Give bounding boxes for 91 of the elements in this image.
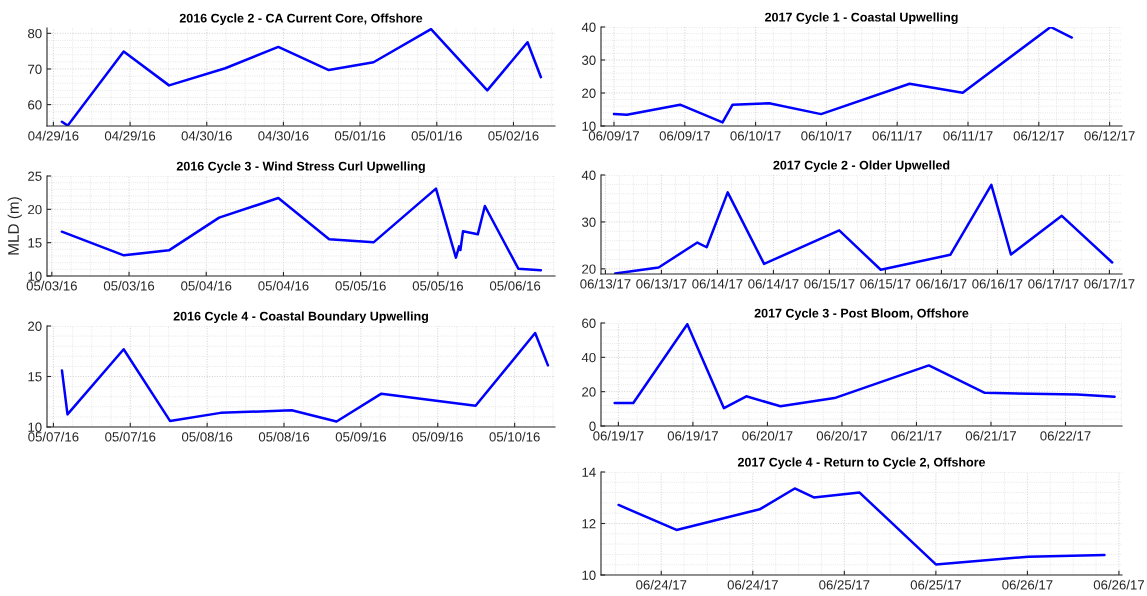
x-tick-label: 06/21/17: [965, 430, 1016, 441]
x-tick-label: 05/05/16: [412, 280, 463, 291]
y-tick-label: 70: [28, 64, 42, 74]
x-tick-label: 06/10/17: [730, 130, 781, 141]
x-tick-label: 06/14/17: [692, 278, 743, 289]
x-tick-label: 06/19/17: [667, 430, 718, 441]
x-tick-label: 06/20/17: [816, 430, 867, 441]
line-series: [613, 323, 1116, 410]
x-tick-label: 06/20/17: [742, 430, 793, 441]
y-axis-title: MLD (m): [7, 197, 22, 255]
x-tick-label: 05/08/16: [181, 431, 233, 442]
y-tick-label: 40: [581, 352, 596, 363]
x-tick-label: 05/07/16: [28, 431, 79, 442]
y-tick-label: 20: [582, 88, 596, 98]
x-tick-label: 06/15/17: [804, 278, 855, 289]
x-tick-label: 06/15/17: [860, 278, 911, 289]
chart-title: 2017 Cycle 3 - Post Bloom, Offshore: [754, 308, 969, 321]
x-tick-label: 06/22/17: [1040, 430, 1091, 441]
x-tick-label: 05/04/16: [258, 280, 309, 291]
y-tick-label: 80: [28, 28, 42, 39]
chart-title: 2016 Cycle 3 - Wind Stress Curl Upwelling: [176, 161, 425, 174]
x-tick-label: 04/29/16: [104, 130, 156, 141]
x-tick-label: 06/25/17: [910, 579, 961, 590]
x-tick-label: 06/19/17: [593, 430, 644, 441]
x-tick-label: 06/17/17: [1084, 278, 1135, 289]
y-tick-label: 60: [28, 100, 42, 110]
x-tick-label: 06/09/17: [588, 130, 639, 141]
line-series: [60, 187, 543, 272]
x-tick-label: 06/26/17: [1093, 579, 1144, 590]
y-tick-label: 10: [28, 422, 42, 432]
x-tick-label: 05/05/16: [335, 280, 386, 291]
x-tick-label: 06/10/17: [801, 130, 852, 141]
y-tick-label: 0: [589, 421, 596, 431]
x-tick-label: 06/21/17: [891, 430, 942, 441]
x-tick-label: 05/03/16: [26, 280, 77, 291]
chart-title: 2016 Cycle 2 - CA Current Core, Offshore: [179, 13, 423, 26]
y-tick-label: 10: [582, 570, 596, 580]
x-tick-label: 06/24/17: [727, 579, 778, 590]
y-tick-label: 12: [582, 519, 596, 529]
chart-title: 2017 Cycle 1 - Coastal Upwelling: [765, 12, 958, 25]
x-tick-label: 05/01/16: [411, 130, 462, 141]
y-tick-label: 30: [581, 217, 596, 227]
x-tick-label: 05/08/16: [258, 431, 310, 442]
x-tick-label: 06/13/17: [580, 278, 631, 289]
y-tick-label: 25: [28, 171, 42, 181]
y-tick-label: 60: [582, 318, 596, 328]
chart-title: 2017 Cycle 4 - Return to Cycle 2, Offshore: [737, 457, 986, 470]
x-tick-label: 05/02/16: [488, 130, 539, 141]
x-tick-label: 04/29/16: [28, 130, 79, 141]
x-tick-label: 06/11/17: [872, 130, 922, 141]
x-tick-label: 05/10/16: [489, 431, 540, 442]
x-tick-label: 06/26/17: [1002, 579, 1053, 590]
y-tick-label: 10: [582, 121, 596, 131]
x-tick-label: 06/11/17: [943, 130, 993, 141]
line-series: [613, 183, 1114, 274]
x-tick-label: 06/12/17: [1013, 130, 1064, 141]
x-tick-label: 06/16/17: [972, 278, 1023, 289]
line-series: [612, 27, 1074, 124]
line-series: [60, 331, 550, 423]
y-tick-label: 40: [581, 170, 596, 180]
y-tick-label: 40: [581, 22, 596, 32]
y-tick-label: 10: [28, 271, 42, 281]
line-series: [617, 487, 1106, 566]
x-tick-label: 06/17/17: [1028, 278, 1079, 289]
x-tick-label: 04/30/16: [181, 130, 232, 141]
x-tick-label: 05/04/16: [181, 280, 232, 291]
y-tick-label: 14: [582, 467, 596, 477]
x-tick-label: 06/25/17: [819, 579, 870, 590]
x-tick-label: 05/01/16: [334, 130, 386, 141]
y-tick-label: 20: [582, 387, 596, 397]
x-tick-label: 06/12/17: [1084, 130, 1135, 141]
y-tick-label: 15: [28, 238, 42, 248]
x-tick-label: 06/09/17: [659, 130, 710, 141]
chart-title: 2017 Cycle 2 - Older Upwelled: [773, 160, 950, 173]
x-tick-label: 05/06/16: [489, 280, 541, 291]
x-tick-label: 05/09/16: [335, 431, 386, 442]
line-series: [60, 28, 543, 126]
x-tick-label: 06/13/17: [636, 278, 687, 289]
y-tick-label: 30: [581, 55, 596, 65]
x-tick-label: 05/09/16: [412, 431, 463, 442]
x-tick-label: 04/30/16: [258, 130, 309, 141]
y-tick-label: 20: [28, 321, 42, 331]
x-tick-label: 05/03/16: [103, 280, 155, 291]
y-tick-label: 15: [28, 372, 42, 382]
chart-title: 2016 Cycle 4 - Coastal Boundary Upwelling: [173, 311, 428, 324]
x-tick-label: 06/24/17: [636, 579, 687, 590]
y-tick-label: 20: [28, 204, 42, 215]
x-tick-label: 06/16/17: [916, 278, 967, 289]
x-tick-label: 05/07/16: [105, 431, 156, 442]
x-tick-label: 06/14/17: [748, 278, 799, 289]
y-tick-label: 20: [582, 264, 596, 274]
